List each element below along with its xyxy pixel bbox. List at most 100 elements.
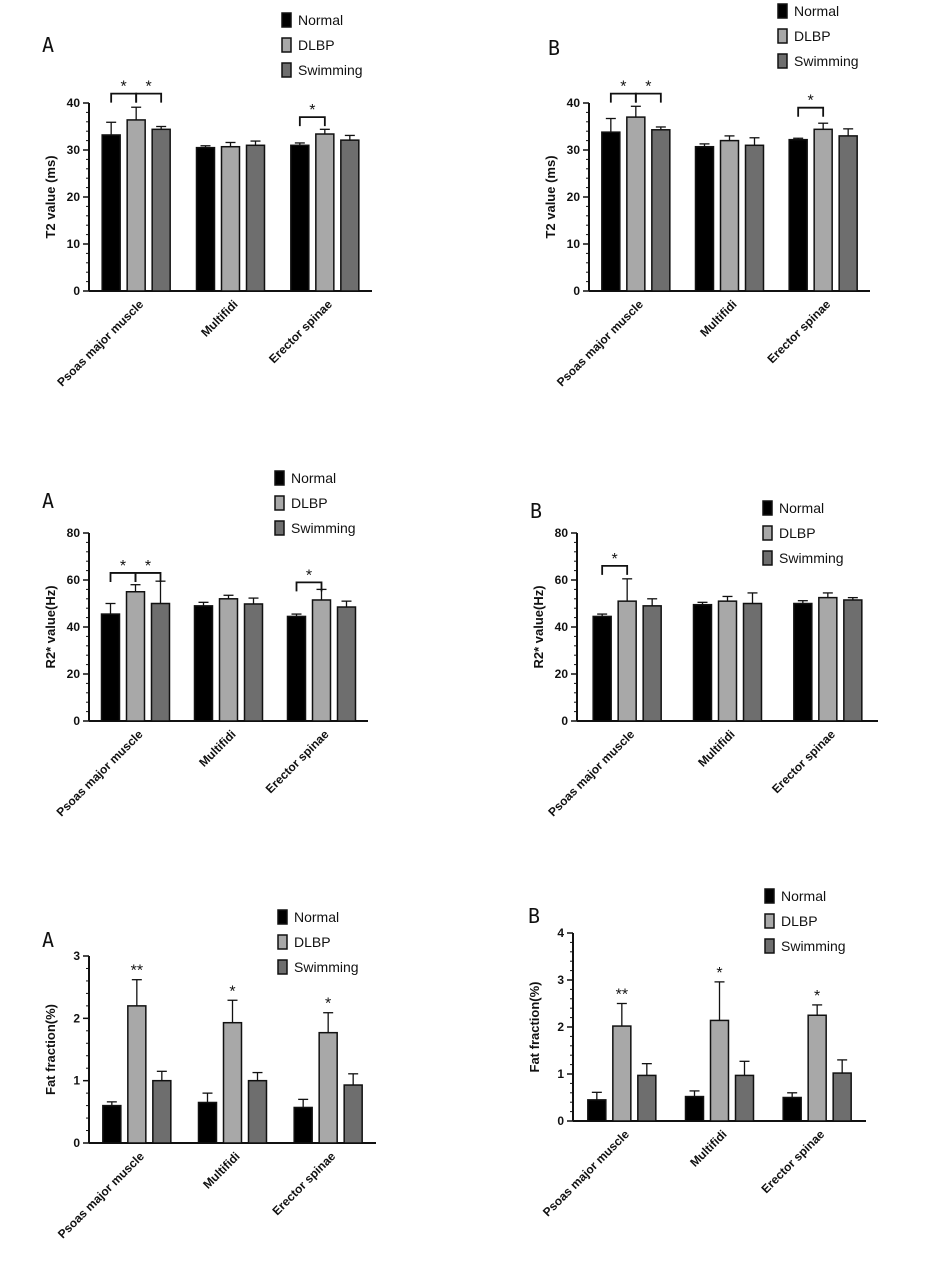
bar-normal — [793, 602, 813, 722]
bar-swimming — [343, 1084, 363, 1144]
y-tick-label: 60 — [555, 573, 569, 587]
legend-label-normal: Normal — [781, 888, 826, 904]
bar-normal — [197, 1101, 218, 1144]
significance-star: * — [306, 567, 312, 584]
legend-label-dlbp: DLBP — [794, 28, 831, 44]
y-tick-label: 0 — [557, 1114, 564, 1128]
y-axis-title: R2* value(Hz) — [531, 585, 546, 668]
legend-label-normal: Normal — [294, 909, 339, 925]
legend-label-swimming: Swimming — [794, 53, 859, 69]
category-label: Psoas major muscle — [54, 297, 146, 389]
legend-label-dlbp: DLBP — [291, 495, 328, 511]
legend-swatch-dlbp — [762, 525, 773, 541]
y-tick-label: 40 — [567, 96, 581, 110]
category-label: Psoas major muscle — [554, 297, 646, 389]
y-tick-label: 40 — [555, 620, 569, 634]
chart-panel-b-4: B 0 20 40 60 80 R2* value(Hz) Psoas major muscl… — [530, 499, 878, 819]
chart-panel-a-1: A 0 10 20 30 40 T2 value (ms) Psoas major muscl… — [42, 12, 372, 389]
legend-swatch-dlbp — [281, 37, 292, 53]
legend-label-swimming: Swimming — [294, 959, 359, 975]
bar-dlbp — [311, 599, 332, 722]
category-label: Erector spinae — [269, 1149, 338, 1218]
significance-star: ** — [131, 963, 143, 980]
bar-normal — [694, 145, 715, 292]
bar-normal — [692, 603, 713, 722]
legend-label-swimming: Swimming — [298, 62, 363, 78]
category-label: Multifidi — [687, 1127, 729, 1169]
bar-normal — [293, 1106, 313, 1144]
bar-normal — [782, 1096, 802, 1122]
bar-normal — [587, 1099, 607, 1122]
legend-label-dlbp: DLBP — [298, 37, 335, 53]
significance-star: * — [645, 79, 651, 96]
y-tick-label: 10 — [67, 237, 81, 251]
bar-normal — [286, 615, 307, 722]
legend-label-dlbp: DLBP — [779, 525, 816, 541]
y-tick-label: 80 — [555, 526, 569, 540]
category-label: Erector spinae — [758, 1127, 827, 1196]
bar-normal — [101, 134, 121, 292]
bar-swimming — [637, 1074, 657, 1122]
significance-star: * — [808, 93, 814, 110]
y-tick-label: 20 — [555, 667, 569, 681]
bar-dlbp — [719, 139, 740, 292]
bar-normal — [788, 138, 808, 292]
bar-dlbp — [617, 600, 637, 722]
chart-panel-b-2: B 0 10 20 30 40 T2 value (ms) Psoas major muscl… — [543, 3, 870, 389]
significance-bracket — [295, 581, 323, 592]
category-label: Multifidi — [695, 727, 737, 769]
y-axis-title: T2 value (ms) — [543, 155, 558, 238]
significance-bracket — [601, 565, 629, 575]
bar-dlbp — [818, 596, 838, 722]
bar-swimming — [152, 1079, 172, 1144]
bar-dlbp — [125, 591, 146, 722]
panel-letter: B — [528, 904, 540, 928]
significance-star: * — [229, 983, 235, 1000]
chart-panel-a-5: A 0 1 2 3 Fat fraction(%) Psoas major muscle Mu… — [42, 909, 376, 1241]
significance-bracket — [298, 116, 326, 127]
bar-swimming — [642, 605, 662, 722]
y-tick-label: 40 — [67, 620, 81, 634]
significance-star: * — [146, 79, 152, 96]
y-tick-label: 20 — [67, 667, 81, 681]
legend-swatch-swimming — [762, 550, 773, 566]
y-tick-label: 30 — [67, 143, 81, 157]
legend-label-swimming: Swimming — [779, 550, 844, 566]
y-axis-title: Fat fraction(%) — [43, 1004, 58, 1095]
bar-swimming — [744, 144, 765, 292]
y-tick-label: 0 — [573, 284, 580, 298]
bar-normal — [592, 615, 612, 722]
y-tick-label: 40 — [67, 96, 81, 110]
category-label: Psoas major muscle — [540, 1127, 632, 1219]
bar-swimming — [843, 599, 863, 722]
legend-label-normal: Normal — [291, 470, 336, 486]
y-tick-label: 2 — [557, 1020, 564, 1034]
legend-swatch-swimming — [777, 53, 788, 69]
significance-star: * — [120, 558, 126, 575]
y-tick-label: 0 — [561, 714, 568, 728]
significance-star: * — [620, 79, 626, 96]
panel-letter: B — [530, 499, 542, 523]
bar-dlbp — [218, 598, 239, 722]
legend-label-swimming: Swimming — [291, 520, 356, 536]
y-tick-label: 1 — [73, 1074, 80, 1088]
category-label: Multifidi — [697, 297, 739, 339]
y-tick-label: 2 — [73, 1011, 80, 1025]
category-label: Psoas major muscle — [55, 1149, 147, 1241]
legend-swatch-swimming — [764, 938, 775, 954]
legend-swatch-swimming — [277, 959, 288, 975]
panel-letter: A — [42, 928, 54, 952]
bar-dlbp — [222, 1021, 243, 1144]
legend-label-normal: Normal — [779, 500, 824, 516]
chart-panel-b-6: B 0 1 2 3 4 Fat fraction(%) Psoas major muscle M… — [527, 888, 866, 1219]
category-label: Erector spinae — [263, 727, 332, 796]
y-tick-label: 3 — [73, 949, 80, 963]
y-axis-title: Fat fraction(%) — [527, 982, 542, 1073]
bar-normal — [193, 605, 214, 722]
bar-normal — [601, 131, 621, 292]
legend-swatch-normal — [274, 470, 285, 486]
bar-dlbp — [315, 133, 335, 292]
significance-star: * — [121, 79, 127, 96]
bar-swimming — [742, 602, 763, 722]
